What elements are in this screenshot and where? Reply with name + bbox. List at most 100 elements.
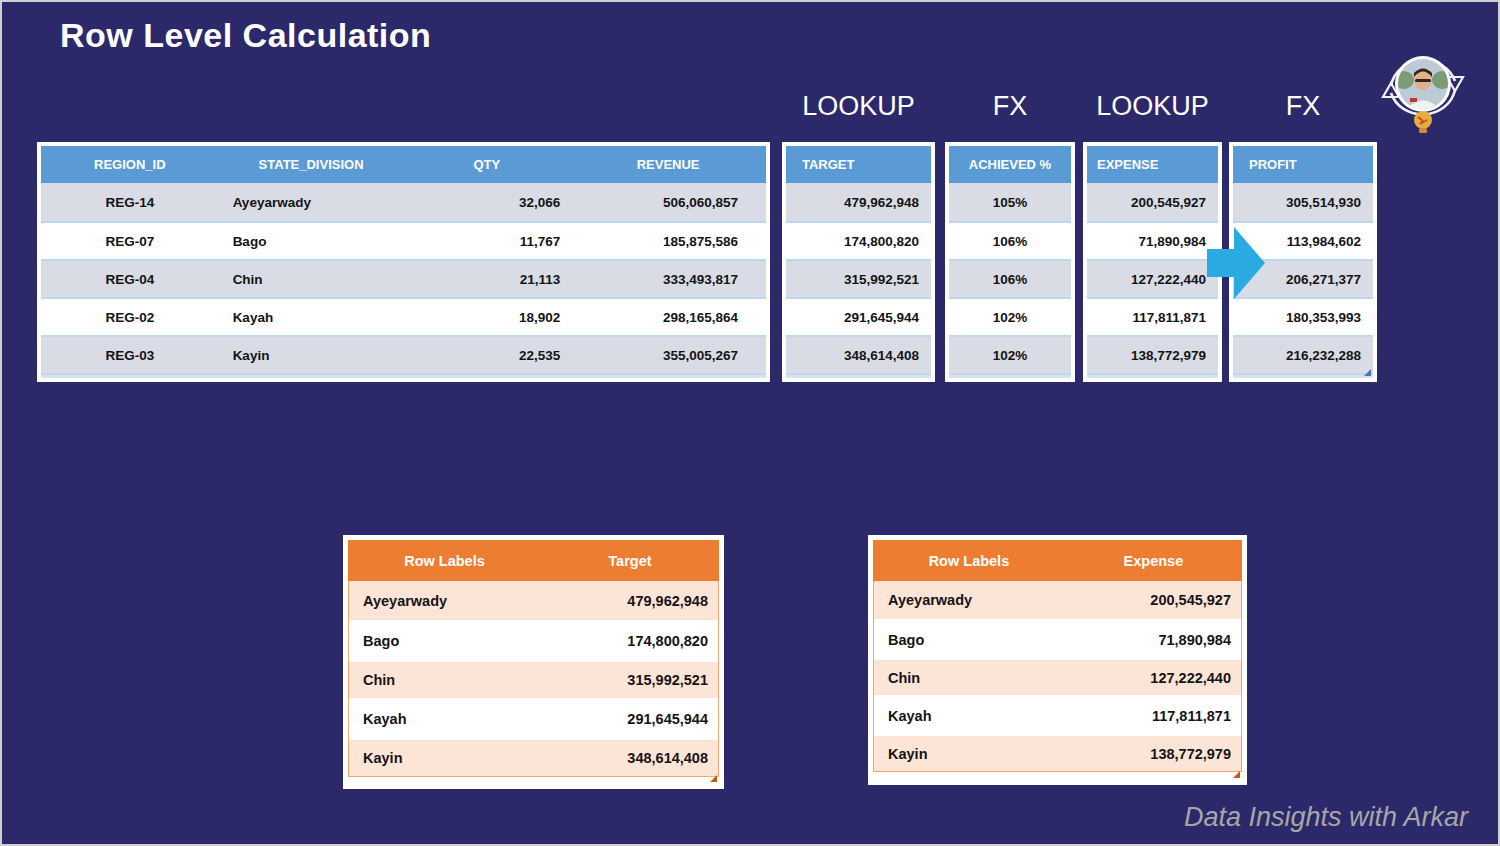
table-row: Bago 174,800,820 bbox=[349, 620, 718, 659]
range-handle-icon bbox=[710, 775, 717, 782]
table-row: 117,811,871 bbox=[1087, 297, 1218, 335]
cell: Bago bbox=[219, 223, 404, 259]
cell: 127,222,440 bbox=[1065, 660, 1241, 695]
cell: 305,514,930 bbox=[1233, 183, 1373, 221]
cell: 117,811,871 bbox=[1087, 299, 1218, 335]
table-row: 106% bbox=[949, 259, 1071, 297]
cell: REG-14 bbox=[41, 183, 219, 221]
table-row: Bago 71,890,984 bbox=[874, 619, 1241, 657]
cell: Kayin bbox=[219, 337, 404, 373]
flow-arrow-icon bbox=[1207, 224, 1267, 302]
table-row: 127,222,440 bbox=[1087, 259, 1218, 297]
table-row: Ayeyarwady 479,962,948 bbox=[349, 581, 718, 620]
cell: Ayeyarwady bbox=[874, 581, 1065, 619]
process-label-fx-1: FX bbox=[945, 88, 1075, 124]
cell: 127,222,440 bbox=[1087, 261, 1218, 297]
calc-table-expense: EXPENSE 200,545,927 71,890,984 127,222,4… bbox=[1083, 142, 1222, 382]
cell: 298,165,864 bbox=[570, 299, 766, 335]
cell: 291,645,944 bbox=[541, 701, 718, 737]
cell: 138,772,979 bbox=[1065, 736, 1241, 771]
table-row: 200,545,927 bbox=[1087, 183, 1218, 221]
bottom-strip bbox=[873, 772, 1242, 776]
cell: Chin bbox=[874, 660, 1065, 695]
table-row: REG-02 Kayah 18,902 298,165,864 bbox=[41, 297, 766, 335]
table-row: 102% bbox=[949, 297, 1071, 335]
creator-logo bbox=[1376, 40, 1470, 136]
calc-table-achieved: ACHIEVED % 105% 106% 106% 102% 102% bbox=[945, 142, 1075, 382]
header-cell: Target bbox=[541, 540, 719, 581]
cell: Bago bbox=[874, 622, 1065, 657]
bottom-strip bbox=[786, 373, 931, 378]
header-cell: Expense bbox=[1065, 540, 1242, 581]
cell: 200,545,927 bbox=[1065, 581, 1241, 619]
cell: Kayin bbox=[349, 740, 541, 776]
bottom-strip bbox=[41, 373, 766, 378]
cell: 479,962,948 bbox=[541, 581, 718, 620]
cell: 348,614,408 bbox=[786, 337, 931, 373]
process-label-lookup-1: LOOKUP bbox=[782, 88, 935, 124]
cell: 185,875,586 bbox=[570, 223, 766, 259]
pivot-header: Row Labels Expense bbox=[873, 540, 1242, 581]
header-cell: Row Labels bbox=[348, 540, 541, 581]
header-cell: STATE_DIVISION bbox=[219, 146, 404, 183]
header-cell: REGION_ID bbox=[41, 146, 219, 183]
table-row: 305,514,930 bbox=[1233, 183, 1373, 221]
table-row: 105% bbox=[949, 183, 1071, 221]
cell: 105% bbox=[949, 183, 1071, 221]
cell: 22,535 bbox=[404, 337, 571, 373]
cell: 71,890,984 bbox=[1065, 622, 1241, 657]
cell: 506,060,857 bbox=[570, 183, 766, 221]
cell: 174,800,820 bbox=[786, 223, 931, 259]
cell: 180,353,993 bbox=[1233, 299, 1373, 335]
header-cell: TARGET bbox=[786, 146, 931, 183]
range-handle-icon bbox=[1233, 771, 1240, 778]
header-cell: QTY bbox=[404, 146, 571, 183]
cell: Bago bbox=[349, 623, 541, 659]
cell: Kayah bbox=[874, 698, 1065, 733]
table-row: 71,890,984 bbox=[1087, 221, 1218, 259]
table-row: 315,992,521 bbox=[786, 259, 931, 297]
calc-table-target: TARGET 479,962,948 174,800,820 315,992,5… bbox=[782, 142, 935, 382]
cell: 32,066 bbox=[404, 183, 571, 221]
cell: 200,545,927 bbox=[1087, 183, 1218, 221]
page-title: Row Level Calculation bbox=[60, 16, 431, 55]
table-row: REG-07 Bago 11,767 185,875,586 bbox=[41, 221, 766, 259]
pivot-table-expense: Row Labels Expense Ayeyarwady 200,545,92… bbox=[868, 535, 1247, 785]
table-row: 479,962,948 bbox=[786, 183, 931, 221]
bottom-strip bbox=[1087, 373, 1218, 378]
range-handle-icon bbox=[1364, 369, 1371, 376]
cell: 106% bbox=[949, 261, 1071, 297]
cell: 216,232,288 bbox=[1233, 337, 1373, 373]
cell: 479,962,948 bbox=[786, 183, 931, 221]
pivot-header: Row Labels Target bbox=[348, 540, 719, 581]
table-row: 106% bbox=[949, 221, 1071, 259]
table-row: 174,800,820 bbox=[786, 221, 931, 259]
header-cell: REVENUE bbox=[570, 146, 766, 183]
cell: REG-04 bbox=[41, 261, 219, 297]
bottom-strip bbox=[348, 777, 719, 781]
cell: Kayah bbox=[349, 701, 541, 737]
cell: 102% bbox=[949, 337, 1071, 373]
avatar bbox=[1394, 56, 1452, 112]
cell: 102% bbox=[949, 299, 1071, 335]
pivot-body: Ayeyarwady 200,545,927 Bago 71,890,984 C… bbox=[873, 581, 1242, 772]
bottom-strip bbox=[1233, 373, 1373, 378]
cell: 18,902 bbox=[404, 299, 571, 335]
cell: Ayeyarwady bbox=[219, 183, 404, 221]
header-cell: ACHIEVED % bbox=[949, 146, 1071, 183]
table-row: 180,353,993 bbox=[1233, 297, 1373, 335]
calc-table-header: TARGET bbox=[786, 146, 931, 183]
table-row: Chin 127,222,440 bbox=[874, 657, 1241, 695]
table-row: REG-14 Ayeyarwady 32,066 506,060,857 bbox=[41, 183, 766, 221]
slide-canvas: Row Level Calculation LOOKUP FX LOOKUP F… bbox=[0, 0, 1500, 846]
cell: 333,493,817 bbox=[570, 261, 766, 297]
cell: 348,614,408 bbox=[541, 740, 718, 776]
table-row: 348,614,408 bbox=[786, 335, 931, 373]
table-row: Kayah 291,645,944 bbox=[349, 698, 718, 737]
table-row: Kayah 117,811,871 bbox=[874, 695, 1241, 733]
header-cell: Row Labels bbox=[873, 540, 1065, 581]
cell: 117,811,871 bbox=[1065, 698, 1241, 733]
footer-credit: Data Insights with Arkar bbox=[1184, 802, 1468, 833]
table-row: Kayin 348,614,408 bbox=[349, 737, 718, 776]
cell: Chin bbox=[349, 662, 541, 698]
